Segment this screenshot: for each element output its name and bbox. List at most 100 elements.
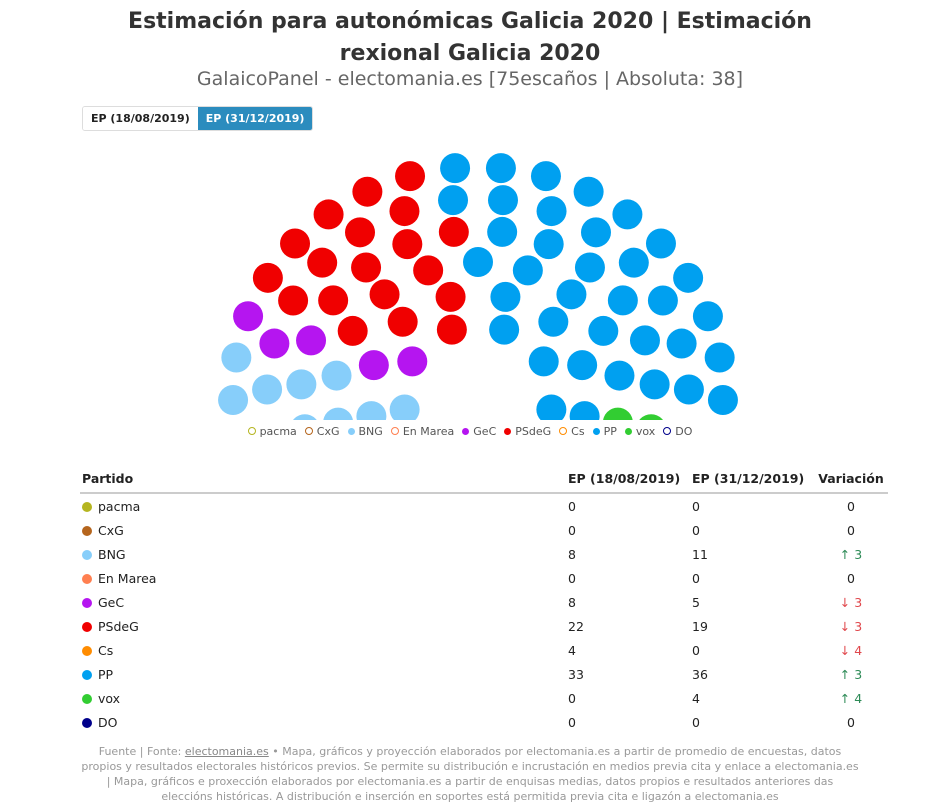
legend-label: vox [635,425,656,438]
party-cell: DO [80,710,566,734]
seat-pp [567,350,598,381]
seat-psdeg [392,229,423,260]
seat-pp [574,252,605,283]
seat-gec [259,328,290,359]
legend-item-cs[interactable]: Cs [559,425,585,438]
ep2-value: 36 [692,666,708,682]
seat-bng [323,407,353,420]
seat-pp [647,285,678,316]
ep2-value: 0 [692,570,700,586]
seat-bng [389,394,420,420]
legend-marker [462,428,470,435]
legend-marker [663,427,672,435]
party-color-dot [82,525,92,536]
arrow-up-icon: ↑ [839,690,855,706]
legend-label: pacma [259,425,297,438]
ep2-value: 19 [692,618,708,634]
seat-psdeg [278,285,309,316]
tab-ep-31-12-2019[interactable]: EP (31/12/2019) [197,107,313,130]
seat-psdeg [438,216,469,247]
footer-text: • Mapa, gráficos y proyección elaborados… [81,745,859,803]
source-link[interactable]: electomania.es [184,745,269,758]
seat-vox [639,414,663,420]
table-row: BNG 8 11 ↑ 3 [80,542,888,566]
arrow-down-icon: ↓ [839,618,855,634]
arrow-down-icon: ↓ [839,642,855,658]
party-name: PSdeG [98,618,139,634]
seat-gec [397,346,428,377]
legend-label: CxG [316,425,340,438]
seat-pp [536,394,567,420]
seat-psdeg [307,247,338,278]
legend-item-gec[interactable]: GeC [462,425,496,438]
seat-pp [487,185,518,216]
legend-item-cxg[interactable]: CxG [304,425,340,438]
table-row: GeC 8 5 ↓ 3 [80,590,888,614]
legend-marker [304,427,313,435]
seat-pp [573,176,604,207]
legend-marker [592,428,600,435]
seat-psdeg [435,281,466,312]
variation-value: 0 [814,493,888,518]
legend-item-do[interactable]: DO [663,425,692,438]
seat-pp [438,185,469,216]
party-cell: GeC [80,590,566,614]
party-name: PP [98,666,114,682]
tab-ep-18-08-2019[interactable]: EP (18/08/2019) [83,107,198,130]
chart-subtitle: GalaicoPanel - electomania.es [75escaños… [196,68,744,90]
legend-item-pacma[interactable]: pacma [247,425,297,438]
party-color-dot [82,693,92,704]
variation-number: 3 [854,594,863,610]
party-color-dot [82,501,92,512]
results-table: Partido EP (18/08/2019) EP (31/12/2019) … [80,468,888,734]
seat-bng [286,369,317,400]
party-name: pacma [98,498,141,514]
legend-item-en-marea[interactable]: En Marea [390,425,454,438]
ep2-value: 5 [692,594,700,610]
legend-marker [559,427,568,435]
party-name: vox [98,690,121,706]
seat-pp [645,228,676,259]
legend-item-bng[interactable]: BNG [347,425,383,438]
legend-item-pp[interactable]: PP [592,425,617,438]
seat-pp [604,360,635,391]
seat-bng [252,374,283,405]
party-color-dot [82,717,92,728]
seat-psdeg [389,196,420,227]
header-ep-2: EP (31/12/2019) [690,468,814,494]
legend-marker [347,428,355,435]
seat-psdeg [395,161,426,192]
seat-psdeg [387,306,418,337]
seat-pp [440,153,471,184]
seat-gec [296,325,327,356]
table-row: vox 0 4 ↑ 4 [80,686,888,710]
seat-pp [463,247,493,278]
ep2-value: 4 [692,690,700,706]
legend-item-psdeg[interactable]: PSdeG [504,425,551,438]
seat-pp [538,306,569,337]
footer: Fuente | Fonte: electomania.es • Mapa, g… [80,744,860,804]
seat-pp [618,247,649,278]
seat-pp [528,346,559,377]
ep1-value: 0 [568,522,576,538]
seat-pp [487,216,518,247]
seat-psdeg [280,228,311,259]
party-name: GeC [98,594,125,610]
legend-item-vox[interactable]: vox [624,425,656,438]
ep1-value: 0 [568,690,576,706]
variation-number: 4 [854,642,863,658]
seat-psdeg [413,255,444,286]
party-name: En Marea [98,570,157,586]
ep2-value: 11 [692,546,708,562]
seat-gec [358,350,389,381]
seat-bng [321,360,352,391]
seat-psdeg [345,217,376,248]
variation-value: ↑ 4 [814,686,888,710]
seat-psdeg [352,176,383,207]
seat-bng [293,414,317,420]
variation-value: ↓ 3 [814,614,888,638]
footer-prefix: Fuente | Fonte: [98,745,185,758]
header-partido: Partido [80,468,566,494]
header-variacion: Variación [814,468,888,494]
seat-pp [556,279,587,310]
